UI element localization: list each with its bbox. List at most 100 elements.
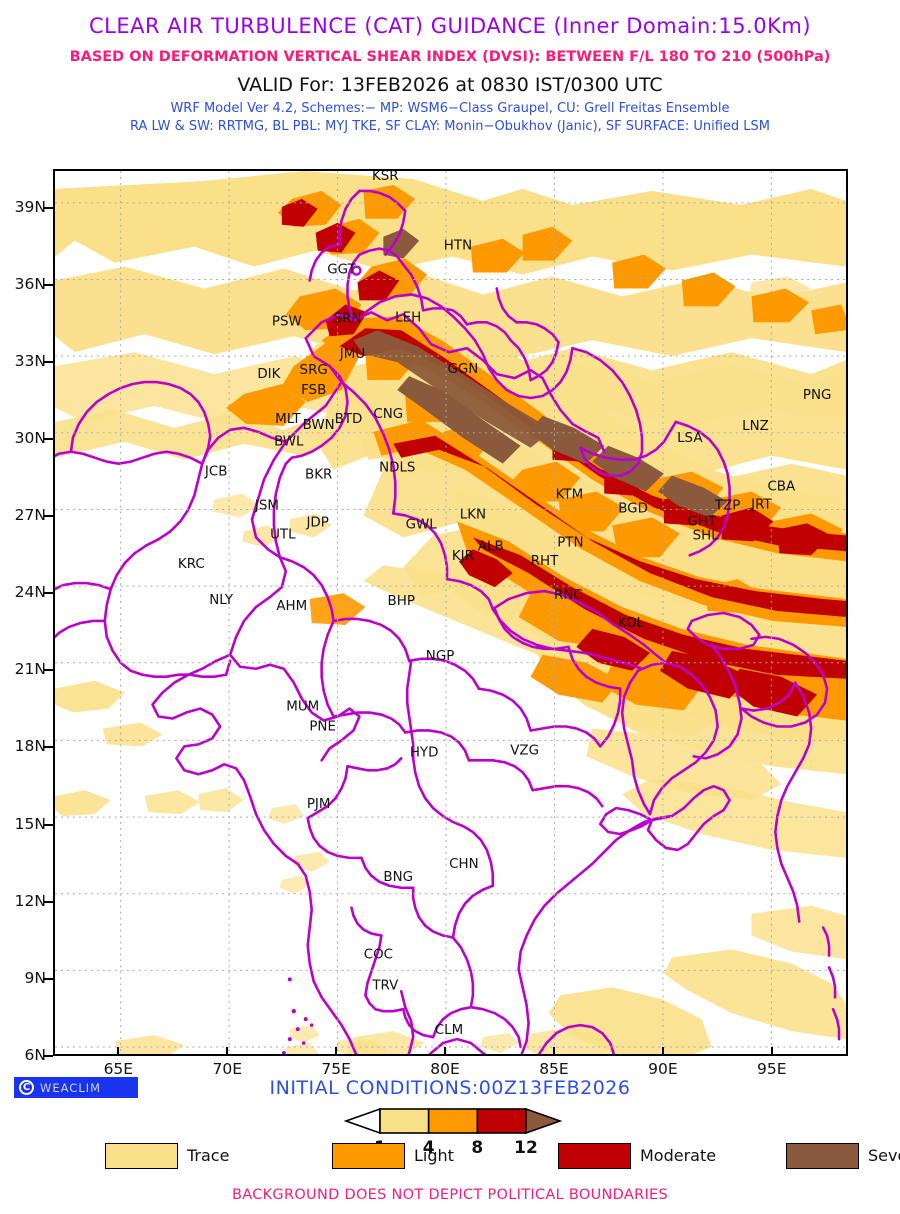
city-label-ptn: PTN [557,535,583,550]
city-label-lsa: LSA [677,431,703,446]
x-tick-mark [770,1047,773,1056]
city-label-mum: MUM [286,700,319,715]
colorbar-band-0 [379,1108,430,1134]
x-tick-mark [226,1047,229,1056]
contour-trace [55,171,846,1054]
y-tick-mark [44,437,53,440]
city-label-jrt: JRT [750,497,772,512]
y-tick-label: 12N [14,891,46,910]
city-label-tzp: TZP [714,498,740,513]
y-tick-mark [44,360,53,363]
city-label-lkn: LKN [460,507,486,522]
legend-label-light: Light [414,1146,454,1165]
x-tick-mark [444,1047,447,1056]
city-label-bwl: BWL [274,435,304,450]
city-label-ght: GHT [687,514,716,529]
x-tick-mark [552,1047,555,1056]
city-label-leh: LEH [395,310,421,325]
city-label-jmu: JMU [339,347,365,362]
y-tick-label: 6N [24,1046,46,1064]
y-tick-mark [44,746,53,749]
colorbar-tick-8: 8 [471,1138,484,1158]
y-tick-mark [44,1055,53,1057]
weaclim-logo[interactable]: C WEACLIM [14,1077,138,1098]
city-label-jcb: JCB [204,465,228,480]
footer-note: BACKGROUND DOES NOT DEPICT POLITICAL BOU… [231,1187,668,1203]
y-tick-label: 30N [14,428,46,447]
city-label-rnc: RNC [554,588,583,603]
x-tick-label: 80E [430,1060,460,1078]
initial-conditions-text: INITIAL CONDITIONS:00Z13FEB2026 [269,1077,631,1099]
city-label-mlt: MLT [275,412,301,427]
city-label-srn: SRN [334,311,362,326]
cat-forecast-map[interactable]: KSR HTN GGT PSW SRN LEH JMU DIK SRG FSB GGN PNG MLT B… [53,169,848,1056]
city-label-rht: RHT [531,554,559,569]
city-label-bwn: BWN [303,418,335,433]
brand-name: WEACLIM [40,1080,102,1095]
y-tick-label: 9N [24,968,46,987]
city-label-hyd: HYD [410,745,439,760]
copyright-icon: C [19,1080,34,1095]
y-tick-label: 33N [14,351,46,370]
city-label-ahm: AHM [276,599,307,614]
y-tick-mark [44,283,53,286]
x-tick-mark [335,1047,338,1056]
city-label-gwl: GWL [406,517,438,532]
city-label-kol: KOL [618,616,645,631]
colorbar-under-arrow [343,1107,381,1135]
valid-time-text: VALID For: 13FEB2026 at 0830 IST/0300 UT… [237,74,663,96]
city-label-trv: TRV [371,978,399,993]
city-label-ndls: NDLS [379,461,415,476]
city-label-krc: KRC [178,557,205,572]
political-boundaries [55,189,841,1054]
city-label-nly: NLY [209,593,234,608]
y-tick-mark [44,823,53,826]
legend-swatch-moderate [558,1143,631,1169]
x-tick-label: 70E [212,1060,242,1078]
city-label-alb: ALB [478,539,504,554]
y-tick-mark [44,515,53,518]
city-label-ggn: GGN [448,362,479,377]
legend-swatch-light [332,1143,405,1169]
city-label-ktm: KTM [556,488,584,503]
city-label-bkr: BKR [305,468,332,483]
city-label-coc: COC [364,947,393,962]
map-gridlines [55,171,846,1054]
page-title: CLEAR AIR TURBULENCE (CAT) GUIDANCE (Inn… [88,14,812,38]
legend-label-trace: Trace [187,1146,230,1165]
city-label-ngp: NGP [426,649,455,664]
city-label-bhp: BHP [388,594,415,609]
city-label-ksr: KSR [372,171,399,184]
colorbar-over-arrow [525,1107,563,1135]
city-label-lnz: LNZ [742,419,769,434]
city-label-bgd: BGD [618,501,648,516]
model-config-line-2: RA LW & SW: RRTMG, BL PBL: MYJ TKE, SF C… [130,119,770,134]
y-tick-label: 27N [14,506,46,525]
city-label-utl: UTL [270,527,296,542]
y-tick-label: 24N [14,583,46,602]
y-tick-label: 18N [14,737,46,756]
colorbar-tick-4: 4 [422,1138,435,1158]
legend-swatch-severe [786,1143,859,1169]
x-tick-label: 90E [648,1060,678,1078]
model-config-line-1: WRF Model Ver 4.2, Schemes:− MP: WSM6−Cl… [170,101,730,116]
city-label-dik: DIK [257,367,281,382]
legend-label-severe: Severe [868,1146,900,1165]
x-tick-label: 85E [539,1060,569,1078]
city-label-png: PNG [803,388,832,403]
x-tick-label: 75E [321,1060,351,1078]
city-label-fsb: FSB [301,383,326,398]
y-tick-mark [44,206,53,209]
y-tick-label: 39N [14,197,46,216]
colorbar-band-2 [476,1108,527,1134]
city-label-btd: BTD [335,412,363,427]
city-label-jsm: JSM [254,498,279,513]
x-tick-label: 65E [103,1060,134,1078]
colorbar-band-1 [427,1108,479,1134]
legend-swatches: Trace Light Moderate Severe [0,1143,900,1177]
city-label-cng: CNG [373,407,403,422]
city-label-pjm: PJM [307,797,331,812]
y-tick-label: 36N [14,274,46,293]
